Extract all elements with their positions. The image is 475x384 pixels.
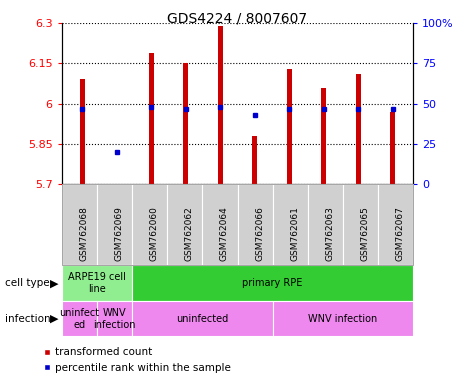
Text: GSM762068: GSM762068 — [79, 206, 88, 261]
Text: GSM762060: GSM762060 — [150, 206, 159, 261]
Text: uninfected: uninfected — [176, 314, 228, 324]
Bar — [218, 26, 223, 184]
Bar — [80, 79, 85, 184]
Legend: transformed count, percentile rank within the sample: transformed count, percentile rank withi… — [38, 343, 235, 377]
Bar — [252, 136, 257, 184]
Bar — [321, 88, 326, 184]
Bar — [183, 63, 189, 184]
Text: GDS4224 / 8007607: GDS4224 / 8007607 — [167, 12, 308, 25]
Bar — [286, 69, 292, 184]
Text: GSM762062: GSM762062 — [185, 206, 194, 261]
Bar — [149, 53, 154, 184]
Text: GSM762064: GSM762064 — [220, 206, 229, 261]
Text: GSM762061: GSM762061 — [290, 206, 299, 261]
Text: ▶: ▶ — [50, 278, 59, 288]
Text: ▶: ▶ — [50, 314, 59, 324]
Text: GSM762066: GSM762066 — [255, 206, 264, 261]
Text: uninfect
ed: uninfect ed — [59, 308, 99, 329]
Text: ARPE19 cell
line: ARPE19 cell line — [68, 272, 126, 294]
Text: GSM762067: GSM762067 — [396, 206, 405, 261]
Text: primary RPE: primary RPE — [242, 278, 303, 288]
Bar — [390, 112, 395, 184]
Text: WNV infection: WNV infection — [308, 314, 378, 324]
Text: infection: infection — [5, 314, 50, 324]
Text: GSM762063: GSM762063 — [325, 206, 334, 261]
Text: GSM762069: GSM762069 — [114, 206, 124, 261]
Bar — [355, 74, 361, 184]
Text: WNV
infection: WNV infection — [93, 308, 136, 329]
Text: GSM762065: GSM762065 — [361, 206, 370, 261]
Text: cell type: cell type — [5, 278, 49, 288]
